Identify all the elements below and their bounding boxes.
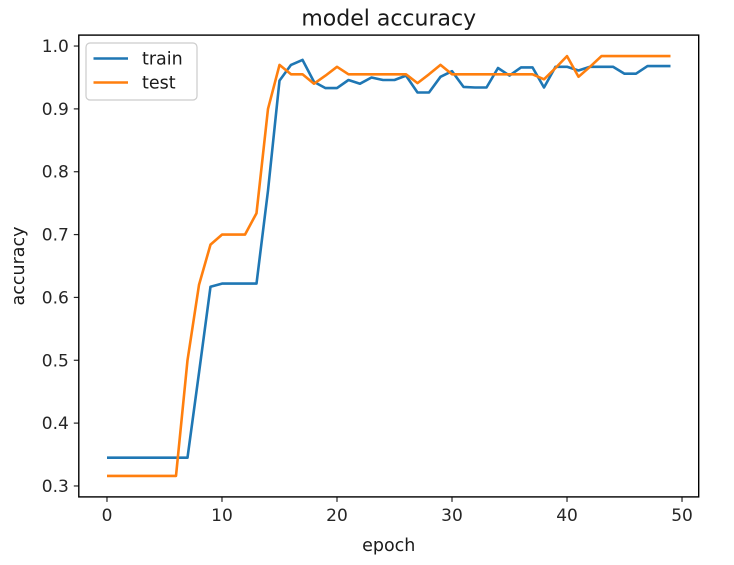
legend-test-label: test (142, 74, 176, 94)
x-tick-label: 30 (441, 506, 463, 526)
x-axis-label: epoch (362, 536, 415, 556)
y-tick-label: 1.0 (42, 37, 69, 57)
x-axis-ticks: 0 10 20 30 40 50 (102, 496, 693, 526)
y-tick-label: 0.6 (42, 288, 69, 308)
x-tick-label: 50 (671, 506, 693, 526)
test-line (107, 54, 671, 478)
y-tick-label: 0.4 (42, 414, 69, 434)
y-tick-label: 0.8 (42, 163, 69, 183)
y-axis-label: accuracy (9, 227, 29, 306)
y-tick-label: 0.7 (42, 226, 69, 246)
y-tick-label: 0.3 (42, 477, 69, 497)
axes-frame (78, 34, 700, 498)
series-lines (107, 54, 671, 478)
legend: train test (85, 42, 198, 101)
y-tick-label: 0.5 (42, 351, 69, 371)
x-tick-label: 10 (211, 506, 233, 526)
plot-area (78, 35, 699, 497)
x-tick-label: 20 (326, 506, 348, 526)
chart-title: model accuracy (301, 7, 476, 32)
legend-train-label: train (142, 50, 183, 70)
x-tick-label: 40 (556, 506, 578, 526)
y-axis-ticks: 0.3 0.4 0.5 0.6 0.7 0.8 0.9 1.0 (42, 37, 79, 497)
x-tick-label: 0 (102, 506, 113, 526)
y-tick-label: 0.9 (42, 100, 69, 120)
train-line (107, 58, 671, 460)
